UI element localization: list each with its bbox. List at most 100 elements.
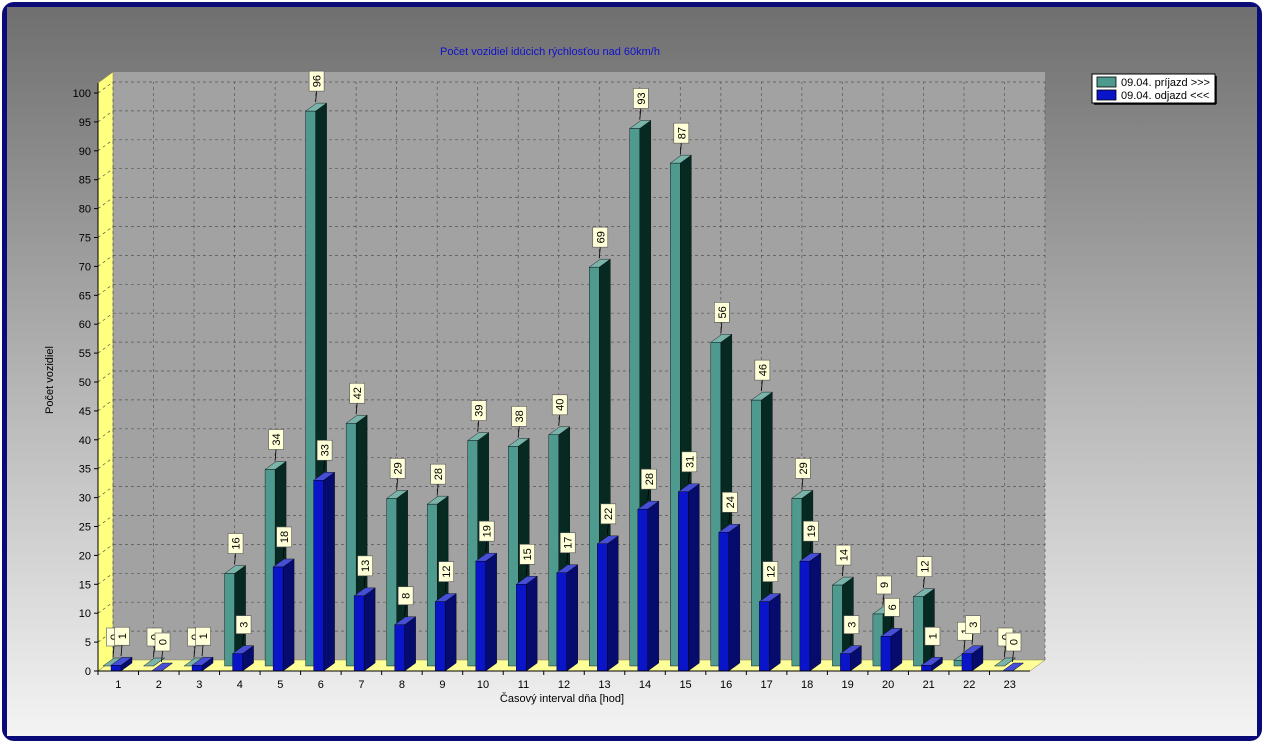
bar-departure-11	[515, 575, 538, 672]
data-label-box	[762, 561, 779, 582]
data-label: 16	[231, 537, 243, 549]
x-tick-label: 9	[439, 679, 445, 691]
legend-label-arrival: 09.04. príjazd >>>	[1121, 77, 1210, 89]
data-label-box	[268, 429, 284, 450]
x-tick-label: 7	[358, 679, 364, 691]
bar-departure-4	[231, 645, 255, 672]
bar-front	[232, 653, 243, 672]
x-tick-label: 12	[558, 679, 570, 691]
data-label-box	[511, 406, 528, 427]
data-label-box	[803, 520, 819, 542]
data-label: 93	[636, 92, 648, 104]
data-label: 3	[968, 622, 980, 628]
bar-front	[840, 653, 851, 672]
data-label-leader	[444, 581, 447, 593]
bar-front	[597, 543, 608, 672]
data-label-leader	[525, 564, 528, 576]
bar-front	[759, 601, 770, 672]
data-label-leader	[566, 552, 569, 564]
bar-departure-3	[191, 656, 214, 672]
data-label-leader	[1012, 650, 1014, 663]
data-label-leader	[282, 546, 285, 558]
bar-departure-16	[718, 523, 741, 672]
bar-front	[345, 423, 357, 667]
bar-front	[272, 566, 284, 672]
data-label: 31	[684, 456, 696, 468]
y-tick-label: 20	[79, 550, 91, 562]
bar-side	[809, 552, 822, 672]
y-tick-label: 5	[85, 637, 91, 649]
bar-departure-15	[677, 483, 700, 672]
x-tick-label: 3	[196, 679, 202, 691]
bar-front	[670, 162, 681, 667]
x-tick-label: 16	[720, 679, 732, 691]
data-label: 28	[433, 468, 445, 480]
data-label: 38	[514, 410, 526, 422]
data-label: 34	[271, 433, 283, 445]
data-label-box	[114, 626, 130, 646]
x-tick-label: 17	[760, 679, 772, 691]
bar-front	[710, 342, 722, 667]
data-label-leader	[396, 478, 399, 490]
data-label-leader	[760, 380, 763, 392]
x-tick-label: 11	[518, 679, 529, 691]
data-label-box	[924, 626, 941, 646]
data-label-box	[640, 468, 657, 490]
data-label: 3	[239, 622, 251, 628]
x-axis-ticks: 1 2 3 4 5 6 7 8 9 10 11 12 13 14 15 16 17 18 19 20 21 22 23	[97, 671, 1016, 691]
data-label-box	[876, 575, 892, 595]
bar-departure-20	[880, 627, 903, 672]
bar-side	[647, 500, 659, 672]
data-label: 1	[198, 633, 210, 639]
data-label-leader	[363, 575, 366, 587]
data-label-leader	[963, 640, 966, 652]
x-tick-label: 20	[882, 679, 894, 691]
data-label-leader	[112, 645, 115, 658]
data-label-leader	[404, 604, 407, 616]
data-label: 24	[725, 496, 737, 508]
bar-front	[313, 480, 324, 672]
data-label: 1	[927, 633, 939, 639]
data-label: 9	[879, 582, 891, 588]
data-label: 18	[279, 531, 291, 543]
data-label-leader	[1004, 645, 1006, 658]
data-label-leader	[882, 593, 885, 606]
data-label-box	[519, 543, 536, 565]
y-axis-title: Počet vozidiel	[44, 346, 56, 414]
bar-front	[353, 595, 365, 672]
data-label-box	[843, 615, 860, 634]
bar-front	[913, 596, 924, 667]
x-tick-label: 8	[399, 679, 405, 691]
data-label-leader	[558, 414, 561, 426]
bar-departure-17	[758, 593, 781, 672]
data-label: 13	[360, 560, 372, 572]
data-label-box	[397, 586, 414, 606]
data-label-leader	[687, 471, 690, 483]
data-label: 22	[603, 508, 615, 520]
x-tick-label: 21	[923, 679, 935, 691]
data-label-box	[559, 532, 576, 554]
data-label-leader	[201, 645, 204, 657]
x-tick-label: 19	[842, 679, 854, 691]
bar-side	[404, 616, 416, 672]
data-label-box	[884, 598, 900, 617]
data-label: 17	[563, 537, 575, 549]
x-tick-label: 13	[598, 679, 610, 691]
data-label: 15	[522, 548, 534, 560]
bar-front	[475, 560, 486, 672]
data-label-leader	[436, 484, 439, 496]
data-label-leader	[315, 91, 318, 103]
data-label-leader	[923, 576, 925, 588]
bar-side	[526, 575, 538, 672]
y-tick-label: 85	[79, 175, 91, 187]
data-label-leader	[161, 650, 163, 663]
bar-arrival-2	[142, 657, 166, 667]
data-label-box	[965, 615, 981, 634]
y-tick-label: 70	[79, 261, 91, 273]
bar-front	[556, 572, 567, 672]
data-label-leader	[477, 420, 480, 432]
data-label-box	[835, 544, 852, 566]
bar-departure-9	[434, 593, 457, 672]
bar-top	[142, 657, 166, 667]
data-label: 33	[320, 444, 332, 456]
